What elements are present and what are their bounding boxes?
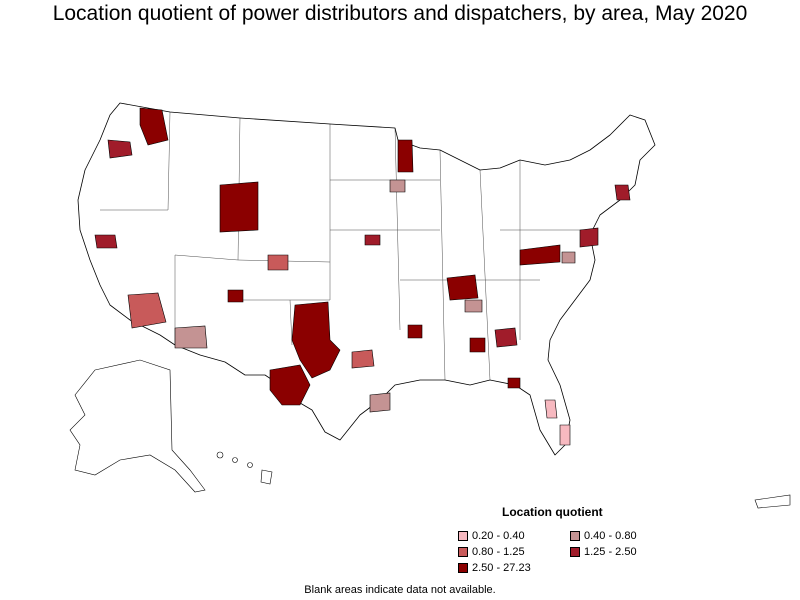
legend-item-4: 2.50 - 27.23 xyxy=(458,562,531,574)
map-title: Location quotient of power distributors … xyxy=(52,2,748,25)
area-north-carolina xyxy=(507,377,521,389)
legend-swatch-0 xyxy=(458,531,468,541)
legend-title: Location quotient xyxy=(502,505,603,519)
legend-swatch-1 xyxy=(570,531,580,541)
area-new-york xyxy=(614,184,631,201)
area-texas-west xyxy=(291,301,341,379)
footnote: Blank areas indicate data not available. xyxy=(304,584,496,596)
area-iowa xyxy=(364,234,381,246)
area-arizona xyxy=(127,292,167,329)
area-arkansas xyxy=(407,324,423,339)
hawaii-island-2 xyxy=(232,457,238,463)
hawaii-island-3 xyxy=(247,462,253,468)
legend-label-3: 1.25 - 2.50 xyxy=(584,546,637,558)
legend-item-1: 0.40 - 0.80 xyxy=(570,530,637,542)
area-arizona-south xyxy=(174,325,208,349)
alaska-outline xyxy=(69,359,206,493)
area-pennsylvania xyxy=(579,227,599,248)
area-colorado xyxy=(267,254,289,271)
hawaii-big-island xyxy=(260,469,273,485)
legend-swatch-3 xyxy=(570,547,580,557)
legend-swatch-4 xyxy=(458,563,468,573)
area-new-mexico xyxy=(227,289,244,303)
legend-label-0: 0.20 - 0.40 xyxy=(472,530,525,542)
legend-item-3: 1.25 - 2.50 xyxy=(570,546,637,558)
legend-item-0: 0.20 - 0.40 xyxy=(458,530,525,542)
area-wyoming xyxy=(219,181,259,233)
area-minnesota xyxy=(397,139,414,173)
area-louisiana xyxy=(369,392,391,413)
legend-swatch-2 xyxy=(458,547,468,557)
area-california xyxy=(94,234,118,249)
area-texas-southwest xyxy=(269,364,311,406)
legend-label-4: 2.50 - 27.23 xyxy=(472,562,531,574)
legend-label-2: 0.80 - 1.25 xyxy=(472,546,525,558)
area-tennessee xyxy=(464,299,483,313)
area-oregon xyxy=(107,139,133,159)
legend-label-1: 0.40 - 0.80 xyxy=(584,530,637,542)
area-florida-east xyxy=(544,399,558,419)
area-oklahoma xyxy=(351,349,375,369)
legend-item-2: 0.80 - 1.25 xyxy=(458,546,525,558)
area-georgia xyxy=(494,327,518,348)
area-virginia xyxy=(561,251,576,264)
area-ohio xyxy=(519,244,561,266)
area-washington xyxy=(139,107,169,146)
area-kentucky xyxy=(446,274,479,301)
area-wisconsin xyxy=(389,179,406,193)
hawaii-island-1 xyxy=(216,451,224,459)
puerto-rico xyxy=(754,494,791,509)
area-florida-south xyxy=(559,424,571,446)
area-alabama xyxy=(469,337,486,353)
